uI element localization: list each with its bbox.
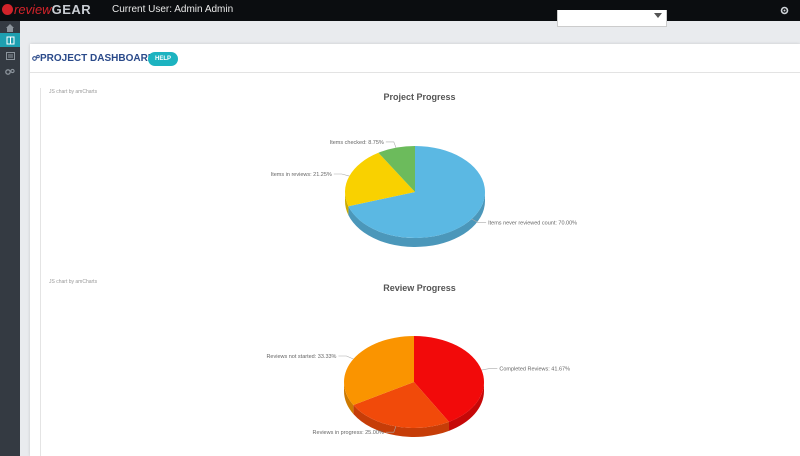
page-title: PROJECT DASHBOARD — [40, 53, 156, 64]
panel-header: PROJECT DASHBOARD HELP — [30, 44, 800, 73]
dashboard-panel: PROJECT DASHBOARD HELP JS chart by amCha… — [30, 44, 800, 456]
chart-credit[interactable]: JS chart by amCharts — [49, 279, 98, 285]
current-user-label: Current User: Admin Admin — [112, 4, 234, 15]
help-button[interactable]: HELP — [148, 52, 179, 66]
logo-icon — [2, 4, 13, 15]
pie-slice[interactable] — [348, 146, 486, 238]
chevron-down-icon — [654, 13, 662, 18]
pie-slice-label: Reviews not started: 33.33% — [266, 354, 336, 360]
app-logo[interactable]: reviewGEAR — [2, 2, 91, 17]
pie-leader-line — [481, 368, 498, 371]
review-progress-pie: Completed Reviews: 41.67% Reviews in prog… — [266, 336, 570, 437]
dashboard-gears-icon — [32, 54, 40, 61]
pie-slice-side — [345, 192, 349, 216]
settings-icon[interactable] — [779, 5, 790, 16]
sidebar-item-home[interactable] — [0, 21, 20, 35]
project-select[interactable] — [557, 10, 667, 27]
sidebar-item-settings[interactable] — [0, 65, 20, 79]
pie-leader-line — [333, 173, 350, 177]
project-progress-chart: JS chart by amCharts Project Progress It… — [40, 88, 798, 280]
list-icon — [5, 52, 15, 60]
pie-slice-side — [344, 382, 354, 414]
book-icon — [6, 36, 14, 44]
pie-slice[interactable] — [345, 152, 415, 207]
pie-leader-line — [385, 141, 397, 148]
home-icon — [6, 24, 14, 32]
pie-leader-line — [471, 218, 487, 223]
project-progress-pie: Items never reviewed count: 70.00% Items … — [271, 140, 577, 247]
sidebar — [0, 21, 20, 456]
pie-slice[interactable] — [343, 336, 414, 405]
pie-slice-label: Items in reviews: 21.25% — [271, 172, 332, 178]
sidebar-item-dashboard[interactable] — [0, 33, 20, 47]
pie-slice[interactable] — [378, 146, 415, 192]
pie-leader-line — [338, 355, 354, 360]
pie-slice-label: Items checked: 8.75% — [330, 140, 384, 146]
pie-slice-label: Items never reviewed count: 70.00% — [488, 221, 577, 227]
pie-slice-side — [348, 192, 485, 247]
chart-title: Review Progress — [383, 283, 456, 293]
pie-slice-side — [448, 382, 484, 431]
pie-slice-side — [353, 404, 449, 437]
pie-slice-label: Completed Reviews: 41.67% — [499, 367, 570, 373]
pie-slice[interactable] — [414, 336, 484, 422]
review-progress-chart: JS chart by amCharts Review Progress Com… — [40, 278, 798, 456]
chart-credit[interactable]: JS chart by amCharts — [49, 89, 98, 95]
top-bar: reviewGEAR Current User: Admin Admin — [0, 0, 800, 21]
logo-text-suffix: GEAR — [51, 2, 92, 17]
chart-title: Project Progress — [383, 92, 456, 102]
sidebar-item-reports[interactable] — [0, 49, 20, 63]
logo-text-prefix: review — [14, 2, 52, 17]
gears-icon — [5, 68, 15, 75]
pie-slice-label: Reviews in progress: 25.00% — [313, 430, 384, 436]
pie-leader-line — [385, 426, 397, 433]
pie-slice[interactable] — [353, 382, 449, 428]
